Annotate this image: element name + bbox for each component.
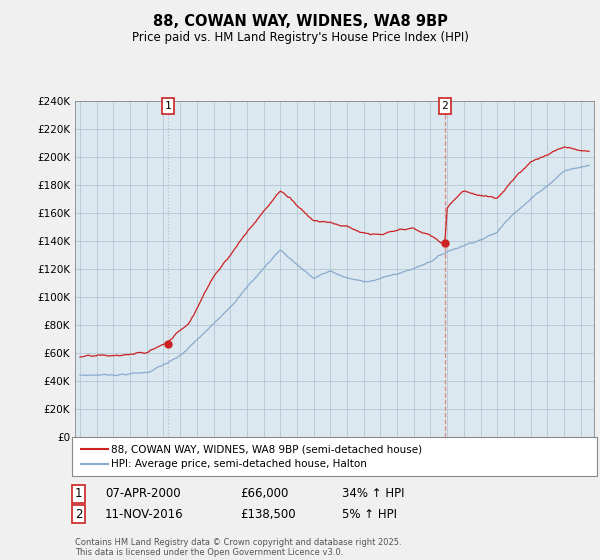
Text: £138,500: £138,500	[240, 507, 296, 521]
Text: £66,000: £66,000	[240, 487, 289, 501]
Text: 1: 1	[75, 487, 83, 501]
Text: Price paid vs. HM Land Registry's House Price Index (HPI): Price paid vs. HM Land Registry's House …	[131, 31, 469, 44]
Text: Contains HM Land Registry data © Crown copyright and database right 2025.
This d: Contains HM Land Registry data © Crown c…	[75, 538, 401, 557]
Text: 11-NOV-2016: 11-NOV-2016	[105, 507, 184, 521]
Text: 2: 2	[75, 507, 83, 521]
Text: 88, COWAN WAY, WIDNES, WA8 9BP: 88, COWAN WAY, WIDNES, WA8 9BP	[152, 14, 448, 29]
Text: HPI: Average price, semi-detached house, Halton: HPI: Average price, semi-detached house,…	[111, 459, 367, 469]
Text: 34% ↑ HPI: 34% ↑ HPI	[342, 487, 404, 501]
Text: 5% ↑ HPI: 5% ↑ HPI	[342, 507, 397, 521]
Text: 2: 2	[442, 101, 448, 111]
Text: 1: 1	[164, 101, 172, 111]
Text: 88, COWAN WAY, WIDNES, WA8 9BP (semi-detached house): 88, COWAN WAY, WIDNES, WA8 9BP (semi-det…	[111, 444, 422, 454]
Text: 07-APR-2000: 07-APR-2000	[105, 487, 181, 501]
